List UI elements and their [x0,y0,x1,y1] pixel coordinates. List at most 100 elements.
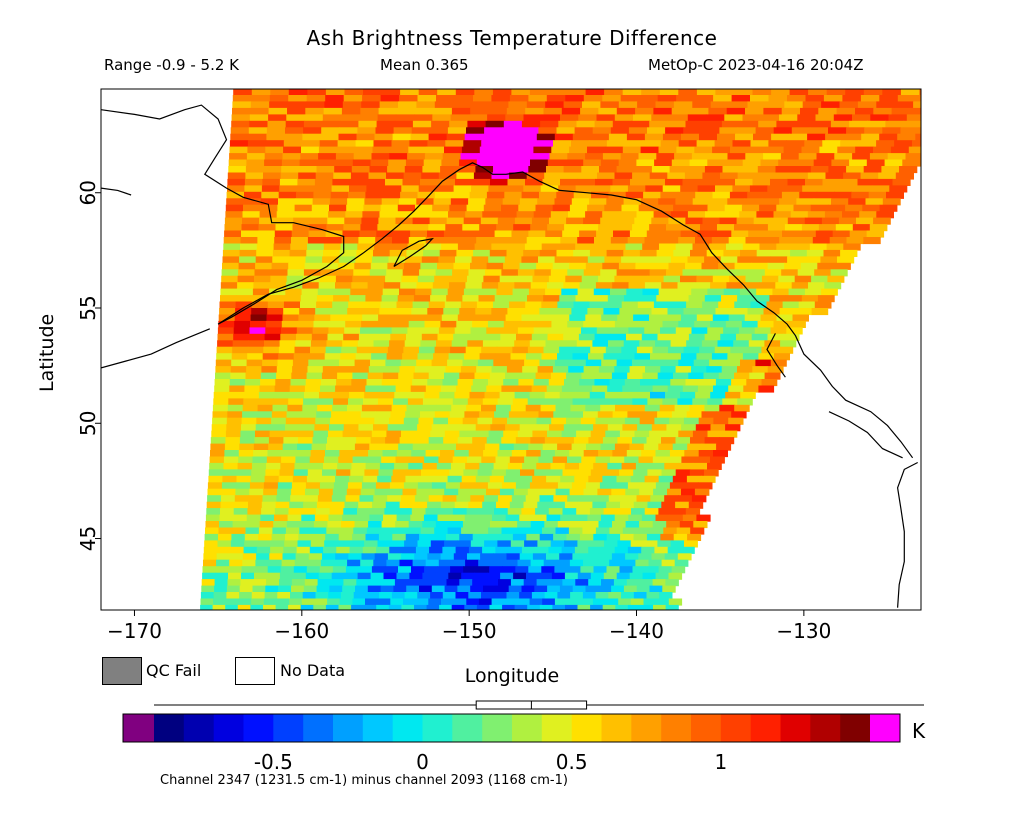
heat-cell [798,230,817,238]
heat-cell [493,462,509,470]
heat-cell [508,243,526,251]
heat-cell [452,191,471,199]
heat-cell [365,533,380,541]
heat-cell [466,598,480,606]
heat-cell [585,211,603,219]
heat-cell [330,314,347,322]
heat-cell [398,508,413,516]
heat-cell [401,185,420,193]
heat-cell [748,269,766,277]
heat-cell [353,269,371,277]
heat-cell [297,320,315,328]
heat-cell [301,146,320,154]
heat-cell [252,585,266,593]
heat-cell [337,262,355,270]
heat-cell [385,566,399,574]
heat-cell [417,353,434,361]
heat-cell [253,579,267,587]
heat-cell [698,450,714,458]
heat-cell [604,469,620,477]
heat-cell [412,217,431,225]
heat-cell [548,89,568,96]
heat-cell [304,114,324,122]
heat-cell [539,249,558,257]
heat-cell [648,559,663,567]
heat-cell [476,366,493,374]
heat-cell [493,237,511,245]
heat-cell [280,172,299,180]
heat-cell [587,146,606,154]
heat-cell [570,404,586,412]
heat-cell [654,417,670,425]
heat-cell [277,488,292,496]
heat-cell [339,359,356,367]
heat-cell [329,424,345,432]
heat-cell [794,275,812,283]
heat-cell [200,592,215,600]
heat-cell [268,107,288,115]
chart-title: Ash Brightness Temperature Difference [306,26,718,50]
heat-cell [441,443,457,451]
heat-cell [239,443,255,451]
heat-cell [790,249,808,257]
heat-cell [542,527,557,535]
heat-cell [428,495,444,503]
heat-cell [452,559,466,567]
heat-cell [710,198,728,206]
heat-cell [357,340,374,348]
heat-cell [547,333,564,341]
heat-cell [405,256,423,264]
heat-cell [575,185,594,193]
heat-cell [725,391,741,399]
heat-cell [395,456,411,464]
heat-cell [687,533,702,541]
heat-cell [300,604,314,610]
heat-cell [341,437,357,445]
heat-cell [506,107,526,115]
heat-cell [770,256,788,264]
heat-cell [274,230,293,238]
heat-cell [482,340,500,348]
heat-cell [474,572,488,580]
heat-cell [689,469,705,477]
heat-cell [597,488,612,496]
heat-cell [249,327,266,335]
heat-cell [360,107,380,115]
heat-cell [846,127,865,135]
heat-cell [433,417,449,425]
heat-cell [259,385,276,393]
heat-cell [203,546,218,554]
heat-cell [569,204,588,212]
heat-cell [889,185,908,193]
heat-cell [275,604,289,610]
heat-cell [454,450,470,458]
heat-cell [771,133,790,141]
heat-cell [382,372,399,380]
heat-cell [813,159,832,167]
heat-cell [699,133,718,141]
heat-cell [622,385,638,393]
heat-cell [742,114,762,122]
heat-cell [221,488,236,496]
heat-cell [465,462,480,470]
heat-cell [251,598,265,606]
heat-cell [705,211,723,219]
heat-cell [248,333,266,341]
heat-cell [468,546,483,554]
heat-cell [459,237,477,245]
heat-cell [325,89,345,96]
heat-cell [742,243,761,251]
heat-cell [370,159,389,167]
heat-cell [478,559,492,567]
heat-cell [658,443,674,451]
heat-cell [258,527,273,535]
heat-cell [391,327,408,335]
heat-cell [287,404,303,412]
heat-cell [783,146,803,154]
heat-cell [541,488,557,496]
heat-cell [309,456,325,464]
heat-cell [379,462,395,470]
heat-cell [359,230,377,238]
heat-cell [559,553,573,561]
heat-cell [693,282,711,290]
